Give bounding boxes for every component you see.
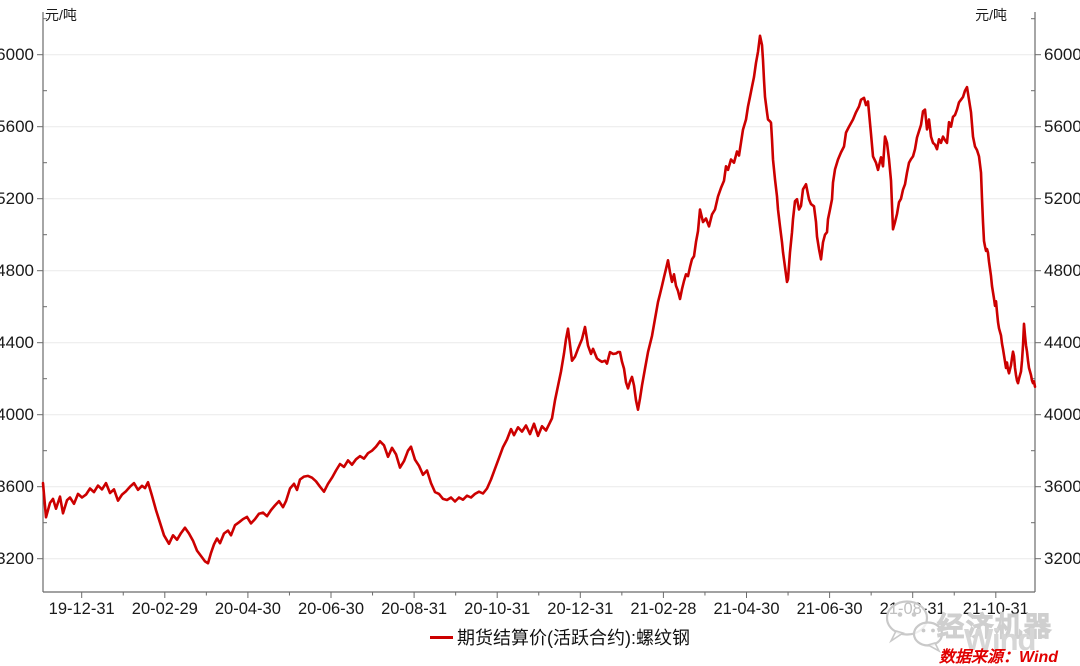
y-tick-label-right: 4400 [1044, 333, 1080, 352]
x-tick-label: 21-02-28 [630, 600, 696, 618]
legend-label: 期货结算价(活跃合约):螺纹钢 [457, 628, 690, 648]
legend: 期货结算价(活跃合约):螺纹钢 [20, 625, 1080, 649]
y-tick-label-right: 3600 [1044, 477, 1080, 496]
x-tick-label: 20-06-30 [298, 600, 364, 618]
x-tick-label: 21-06-30 [797, 600, 863, 618]
y-tick-label-right: 5600 [1044, 117, 1080, 136]
y-tick-label-left: 4800 [0, 261, 34, 280]
x-tick-label: 21-04-30 [713, 600, 779, 618]
y-tick-label-right: 5200 [1044, 189, 1080, 208]
y-tick-label-right: 3200 [1044, 549, 1080, 568]
data-source-label: 数据来源：Wind [939, 649, 1058, 666]
x-tick-label: 19-12-31 [49, 600, 115, 618]
y-tick-label-left: 4000 [0, 405, 34, 424]
x-tick-label: 20-04-30 [215, 600, 281, 618]
x-tick-label: 20-12-31 [547, 600, 613, 618]
y-tick-label-left: 6000 [0, 45, 34, 64]
x-tick-label: 20-10-31 [464, 600, 530, 618]
x-tick-label: 21-08-31 [880, 600, 946, 618]
y-axis-unit-left: 元/吨 [45, 7, 77, 23]
y-tick-label-left: 4400 [0, 333, 34, 352]
y-tick-label-right: 4800 [1044, 261, 1080, 280]
y-tick-label-left: 3200 [0, 549, 34, 568]
y-tick-label-left: 3600 [0, 477, 34, 496]
y-axis-unit-right: 元/吨 [975, 7, 1007, 23]
x-tick-label: 20-08-31 [381, 600, 447, 618]
legend-line-marker [430, 635, 453, 639]
y-tick-label-right: 4000 [1044, 405, 1080, 424]
x-tick-label: 20-02-29 [132, 600, 198, 618]
price-line [41, 34, 1037, 565]
y-tick-label-left: 5200 [0, 189, 34, 208]
y-tick-label-right: 6000 [1044, 45, 1080, 64]
y-tick-label-left: 5600 [0, 117, 34, 136]
x-tick-label: 21-10-31 [963, 600, 1029, 618]
